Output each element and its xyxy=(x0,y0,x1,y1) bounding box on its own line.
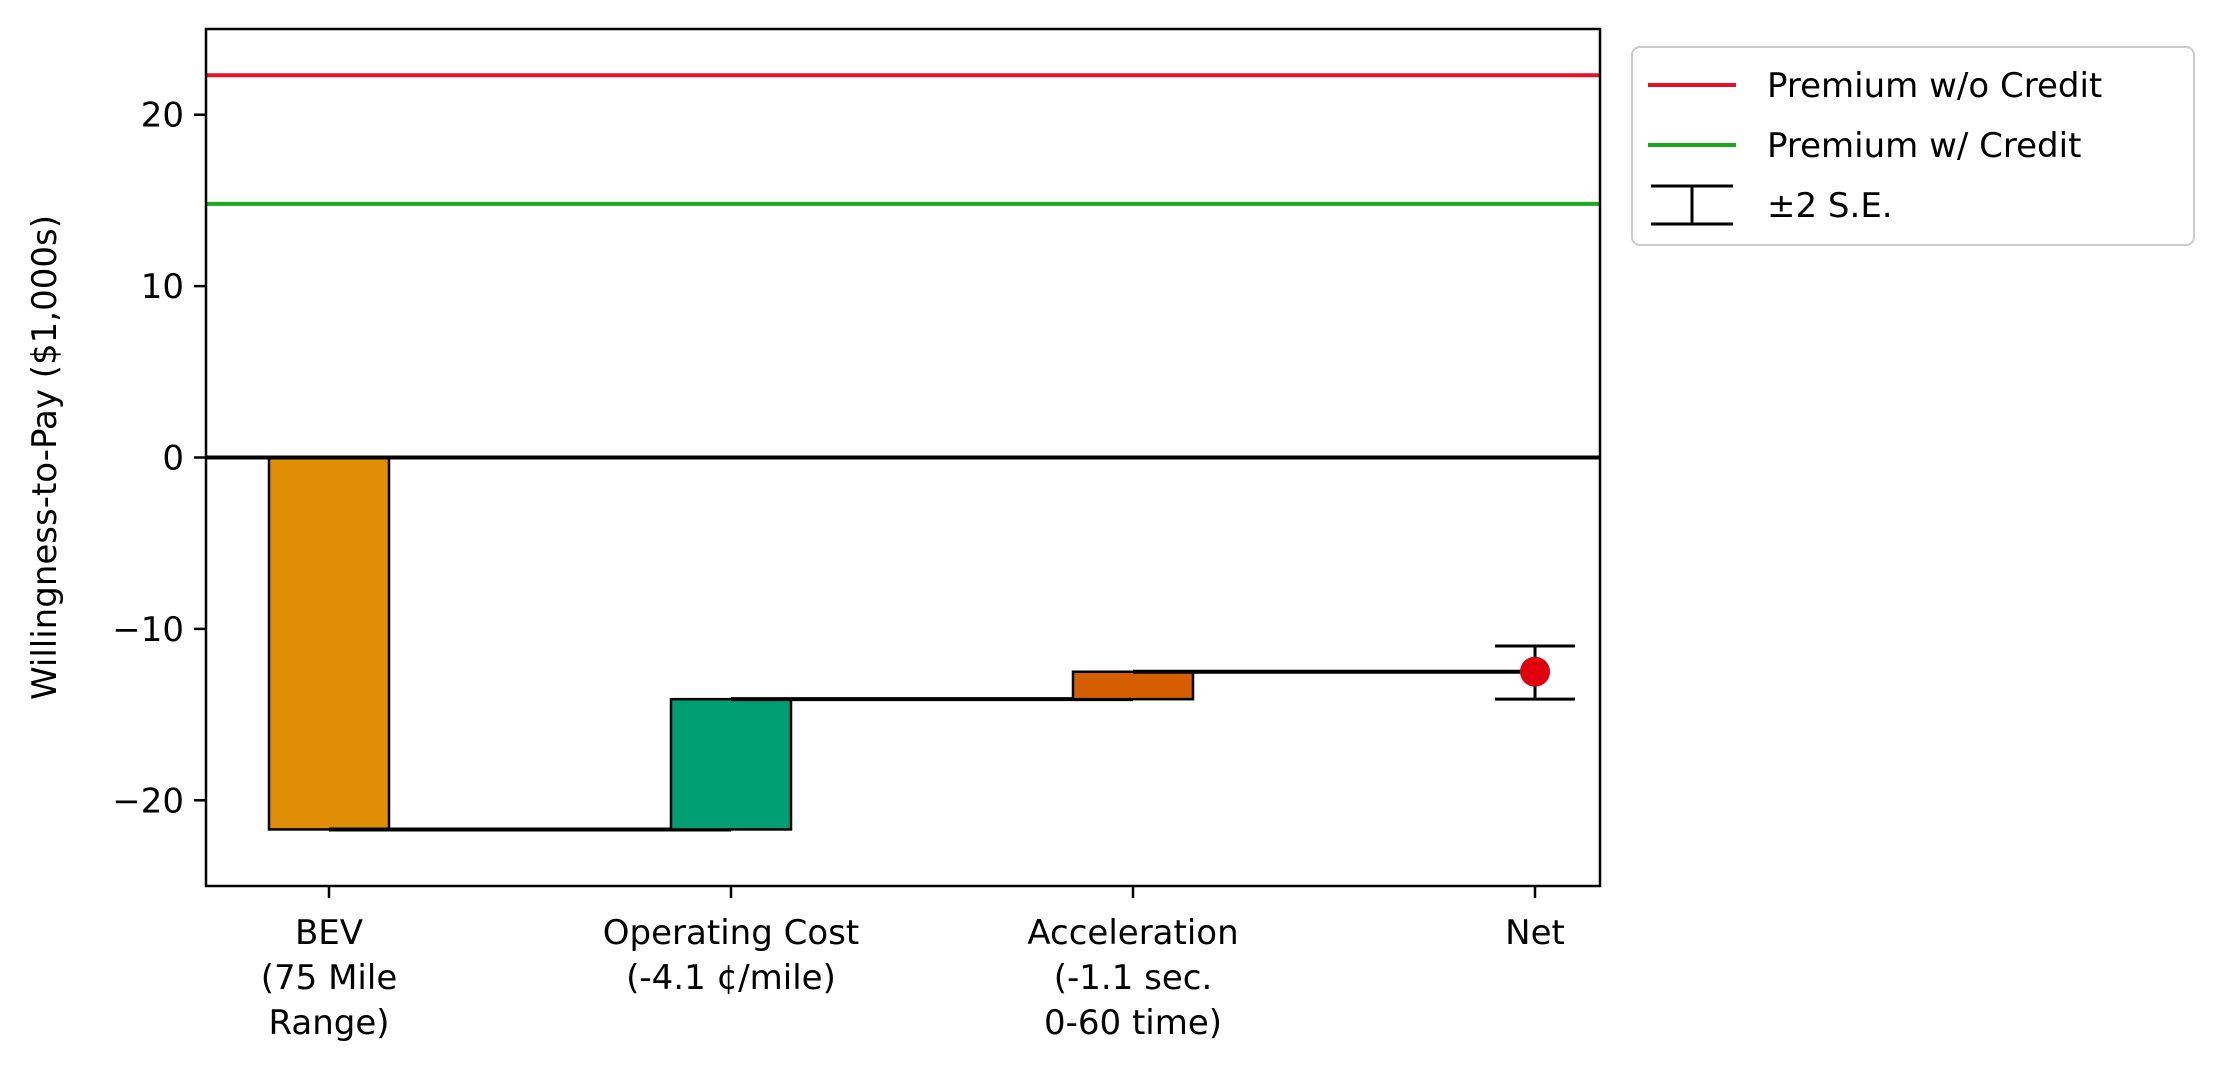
x-tick-label-0-1: (75 Mile xyxy=(261,958,397,998)
y-axis-label: Willingness-to-Pay ($1,000s) xyxy=(25,215,65,700)
legend-label-0: Premium w/o Credit xyxy=(1767,66,2102,106)
bar-0 xyxy=(267,456,391,831)
net-point xyxy=(1520,656,1550,687)
bar-2 xyxy=(1071,670,1195,701)
x-tick-label-1-0: Operating Cost xyxy=(603,913,859,953)
x-tick-label-2-1: (-1.1 sec. xyxy=(1054,958,1213,998)
x-tick-label-2-0: Acceleration xyxy=(1027,913,1238,953)
y-tick-label-4: 20 xyxy=(141,96,184,136)
x-tick-label-3-0: Net xyxy=(1505,913,1565,953)
x-tick-label-1-1: (-4.1 ¢/mile) xyxy=(626,958,836,998)
x-tick-label-2-2: 0-60 time) xyxy=(1044,1003,1222,1043)
legend-box xyxy=(1631,46,2195,246)
plot-area xyxy=(206,73,1600,832)
x-tick-label-0-0: BEV xyxy=(295,913,363,953)
legend: Premium w/o Credit Premium w/ Credit ±2 S.… xyxy=(1631,46,2195,246)
bar-1 xyxy=(669,697,793,831)
x-tick-label-0-2: Range) xyxy=(268,1003,389,1043)
y-tick-label-2: 0 xyxy=(162,439,184,479)
legend-label-2: ±2 S.E. xyxy=(1767,186,1893,226)
y-tick-label-1: −10 xyxy=(112,610,184,650)
y-tick-label-3: 10 xyxy=(141,267,184,307)
y-tick-label-0: −20 xyxy=(112,781,184,821)
axes: −20 −10 0 10 20 Willingness-to-Pay ($1,000s) B… xyxy=(25,27,1602,1043)
legend-label-1: Premium w/ Credit xyxy=(1767,126,2081,166)
